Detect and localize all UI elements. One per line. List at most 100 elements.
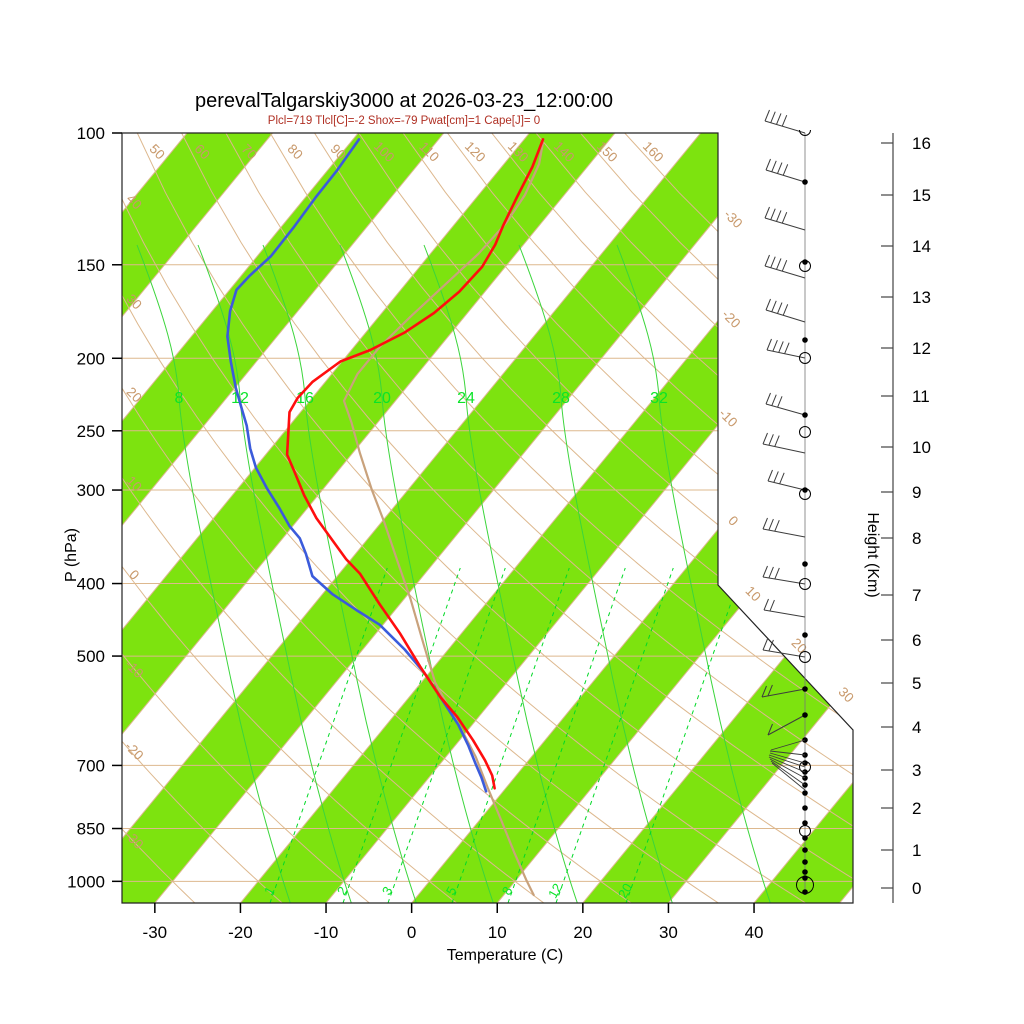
sounding-indices-subtitle: Plcl=719 Tlcl[C]=-2 Shox=-79 Pwat[cm]=1 … bbox=[267, 115, 541, 127]
green-stripe bbox=[122, 133, 793, 903]
adiabat-label: -30 bbox=[721, 207, 745, 231]
wind-cluster-line bbox=[770, 760, 806, 786]
moist-adiabat-labels: 8 12 16 20 24 28 32 bbox=[175, 390, 668, 407]
green-stripe bbox=[925, 125, 1024, 903]
pressure-axis: 100 150 200 250 300 400 500 700 850 1000 bbox=[67, 124, 122, 891]
height-tick-label: 4 bbox=[912, 718, 921, 737]
pressure-tick-label: 850 bbox=[77, 820, 105, 839]
adiabat-label: -20 bbox=[122, 739, 146, 763]
height-tick-label: 15 bbox=[912, 186, 931, 205]
wind-cluster-line bbox=[768, 754, 806, 768]
pressure-tick-label: 300 bbox=[77, 481, 105, 500]
height-tick-label: 9 bbox=[912, 483, 921, 502]
adiabat-label: -10 bbox=[716, 406, 740, 430]
pressure-tick-label: 150 bbox=[77, 256, 105, 275]
height-tick-label: 13 bbox=[912, 288, 931, 307]
level-circle bbox=[799, 260, 811, 272]
height-tick-label: 8 bbox=[912, 529, 921, 548]
height-tick-label: 12 bbox=[912, 339, 931, 358]
mixing-ratio-label: 12 bbox=[545, 881, 565, 901]
green-stripe bbox=[0, 125, 108, 903]
green-stripe bbox=[122, 133, 622, 903]
moist-adiabat-label: 20 bbox=[373, 390, 391, 407]
temp-tick-label: 0 bbox=[407, 923, 416, 942]
level-dot bbox=[802, 712, 808, 718]
isotherm-labels-right: -30 -20 -10 0 10 20 30 bbox=[716, 207, 857, 706]
level-circle bbox=[799, 651, 811, 663]
pressure-tick-label: 500 bbox=[77, 647, 105, 666]
temp-tick-label: 10 bbox=[488, 923, 507, 942]
green-stripe bbox=[754, 133, 853, 903]
pressure-tick-label: 400 bbox=[77, 575, 105, 594]
level-dot bbox=[802, 790, 808, 796]
temp-tick-label: -20 bbox=[228, 923, 253, 942]
temp-tick-label: -10 bbox=[314, 923, 339, 942]
height-tick-label: 1 bbox=[912, 841, 921, 860]
temp-tick-label: 20 bbox=[573, 923, 592, 942]
height-tick-label: 7 bbox=[912, 586, 921, 605]
pressure-tick-label: 250 bbox=[77, 422, 105, 441]
level-dot bbox=[802, 835, 808, 841]
moist-adiabat-label: 28 bbox=[552, 390, 570, 407]
height-axis-title: Height (Km) bbox=[864, 512, 881, 598]
adiabat-label: 30 bbox=[836, 684, 857, 705]
height-tick-label: 2 bbox=[912, 799, 921, 818]
moist-adiabat-label: 8 bbox=[175, 390, 184, 407]
level-dot bbox=[802, 337, 808, 343]
temperature-axis-title: Temperature (C) bbox=[446, 947, 564, 964]
temperature-axis: -30 -20 -10 0 10 20 30 40 bbox=[143, 903, 764, 942]
wind-cluster-line bbox=[769, 750, 806, 756]
page-title: perevalTalgarskiy3000 at 2026-03-23_12:0… bbox=[194, 90, 614, 112]
level-dot bbox=[802, 412, 808, 418]
mixing-ratio-label: 20 bbox=[615, 881, 635, 901]
mixing-ratio-label: 2 bbox=[334, 884, 351, 898]
height-tick-label: 3 bbox=[912, 761, 921, 780]
level-dot bbox=[802, 805, 808, 811]
wind-cluster-line bbox=[771, 762, 806, 791]
green-stripe bbox=[582, 133, 853, 903]
adiabat-label: 10 bbox=[743, 583, 764, 604]
moist-adiabat-label: 24 bbox=[457, 390, 475, 407]
level-circle bbox=[799, 352, 811, 364]
level-dot bbox=[802, 686, 808, 692]
level-dot bbox=[802, 847, 808, 853]
height-tick-label: 5 bbox=[912, 674, 921, 693]
wind-cluster-line bbox=[768, 756, 806, 773]
temperature-curve bbox=[285, 138, 545, 790]
adiabat-label: 120 bbox=[462, 139, 489, 166]
height-tick-label: 10 bbox=[912, 438, 931, 457]
wind-cluster-line bbox=[769, 758, 806, 779]
plot-border bbox=[121, 132, 854, 904]
pressure-tick-label: 100 bbox=[77, 124, 105, 143]
height-tick-label: 6 bbox=[912, 631, 921, 650]
level-dot bbox=[802, 869, 808, 875]
level-circle bbox=[799, 578, 811, 590]
level-dot bbox=[802, 859, 808, 865]
mixing-ratio-label: 3 bbox=[379, 884, 396, 898]
parcel-curve bbox=[342, 141, 545, 897]
pressure-tick-label: 700 bbox=[77, 756, 105, 775]
temp-tick-label: -30 bbox=[143, 923, 168, 942]
staff-top-semicircle bbox=[799, 129, 811, 136]
level-dot bbox=[802, 820, 808, 826]
temp-tick-label: 30 bbox=[659, 923, 678, 942]
wind-cluster-line bbox=[770, 739, 806, 751]
wind-cluster-line bbox=[769, 752, 806, 764]
wind-barbs bbox=[761, 109, 814, 895]
height-tick-label: 16 bbox=[912, 134, 931, 153]
adiabat-label: 0 bbox=[725, 513, 741, 529]
mixing-ratio-lines bbox=[269, 567, 744, 903]
pressure-tick-label: 200 bbox=[77, 349, 105, 368]
level-circle bbox=[799, 488, 811, 500]
level-circle bbox=[799, 426, 811, 438]
adiabat-label: -20 bbox=[719, 307, 743, 331]
level-dot bbox=[802, 632, 808, 638]
pressure-axis-title: P (hPa) bbox=[63, 528, 80, 582]
adiabat-label: 80 bbox=[285, 141, 306, 162]
pressure-tick-label: 1000 bbox=[67, 872, 105, 891]
temp-tick-label: 40 bbox=[745, 923, 764, 942]
height-tick-label: 11 bbox=[912, 387, 930, 406]
